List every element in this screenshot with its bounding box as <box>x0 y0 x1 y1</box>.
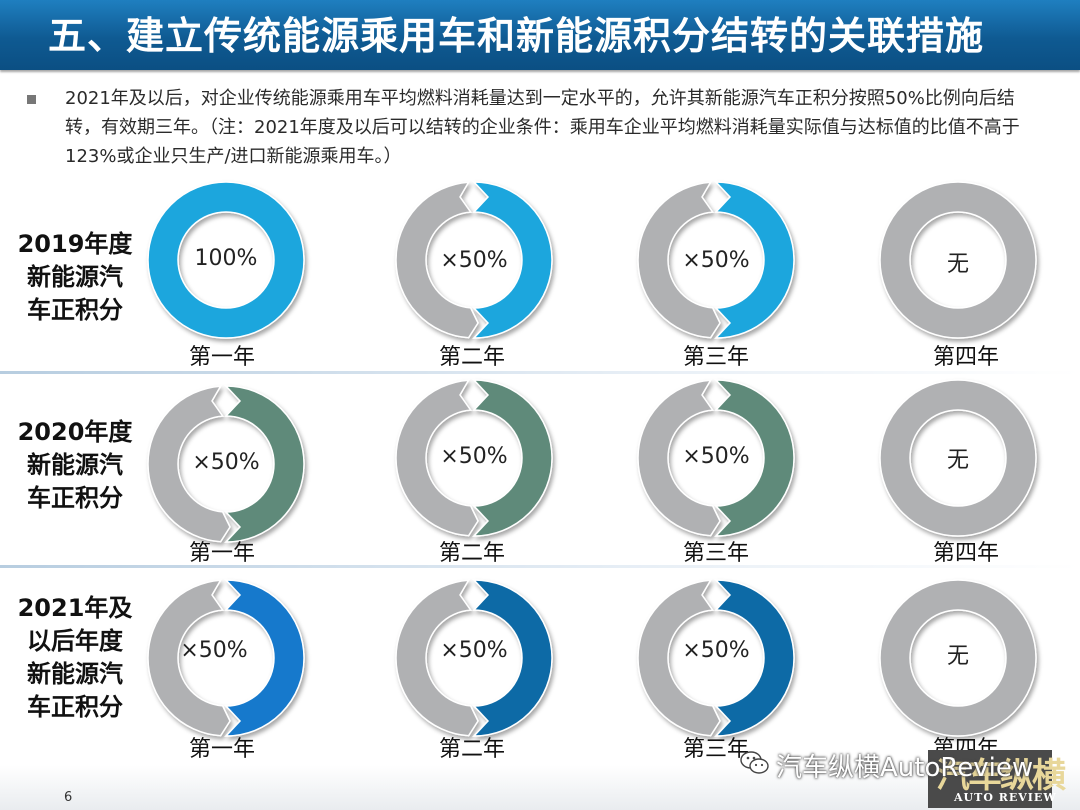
credit-arc-carried <box>714 379 795 537</box>
page-title: 五、建立传统能源乘用车和新能源积分结转的关联措施 <box>48 14 985 58</box>
year-label: 第四年 <box>932 345 999 370</box>
row-label-line: 新能源汽 <box>27 451 123 479</box>
footer-bar <box>0 765 1080 810</box>
row-label-2021: 2021年及 以后年度 新能源汽 车正积分 <box>10 592 140 724</box>
credit-ring <box>147 579 305 737</box>
year-label: 第二年 <box>438 737 505 762</box>
credit-arc-remaining <box>395 181 479 339</box>
row-label-2020: 2020年度 新能源汽 车正积分 <box>10 416 140 515</box>
credit-ring <box>395 379 553 537</box>
credit-arc-carried <box>714 181 795 339</box>
credit-ring-full <box>147 181 305 339</box>
ring-label: ×50% <box>440 638 508 663</box>
wechat-icon <box>740 751 769 774</box>
logo-text: 汽车纵横 <box>936 756 1066 796</box>
autoreview-logo <box>928 750 1052 808</box>
credit-arc-remaining <box>637 181 721 339</box>
row-label-line: 2019年度 <box>17 230 133 258</box>
logo-subtitle: AUTO REVIEW <box>954 791 1057 804</box>
credit-arc-carried <box>472 579 553 737</box>
row-label-line: 2020年度 <box>17 418 133 446</box>
ring-label: ×50% <box>682 638 750 663</box>
page-number: 6 <box>64 790 73 805</box>
credit-ring <box>147 181 305 339</box>
year-label: 第一年 <box>188 345 255 370</box>
ring-label: ×50% <box>180 638 248 663</box>
credit-arc-carried <box>224 385 305 543</box>
bullet-square-icon <box>27 95 36 104</box>
credit-arc-carried <box>472 181 553 339</box>
credit-ring <box>637 379 795 537</box>
credit-arc-remaining <box>147 579 231 737</box>
year-label: 第三年 <box>682 737 749 762</box>
note-paragraph: 2021年及以后，对企业传统能源乘用车平均燃料消耗量达到一定水平的，允许其新能源… <box>65 88 1020 167</box>
ring-label: ×50% <box>440 248 508 273</box>
row-divider <box>0 565 1080 568</box>
ring-label: 无 <box>946 448 969 473</box>
row-divider <box>0 371 1080 374</box>
credit-ring-empty <box>879 379 1037 537</box>
year-label: 第一年 <box>188 737 255 762</box>
row-label-line: 车正积分 <box>27 296 123 324</box>
credit-arc-remaining <box>637 579 721 737</box>
year-label: 第二年 <box>438 345 505 370</box>
ring-label: 无 <box>946 252 969 277</box>
credit-ring <box>637 181 795 339</box>
ring-label: ×50% <box>440 444 508 469</box>
year-label: 第二年 <box>438 541 505 566</box>
year-label: 第三年 <box>682 345 749 370</box>
ring-label: ×50% <box>192 450 260 475</box>
year-label: 第一年 <box>188 541 255 566</box>
ring-label: 无 <box>946 644 969 669</box>
year-label: 第三年 <box>682 541 749 566</box>
row-label-2019: 2019年度 新能源汽 车正积分 <box>10 228 140 327</box>
credit-arc-remaining <box>395 579 479 737</box>
credit-ring-empty <box>879 181 1037 339</box>
credit-ring <box>395 181 553 339</box>
row-label-line: 车正积分 <box>27 484 123 512</box>
row-label-line: 新能源汽 <box>27 263 123 291</box>
credit-arc-carried <box>714 579 795 737</box>
credit-ring <box>879 379 1037 537</box>
credit-arc-remaining <box>395 379 479 537</box>
row-label-line: 以后年度 <box>27 627 123 655</box>
year-label: 第四年 <box>932 541 999 566</box>
credit-arc-carried <box>224 579 305 737</box>
row-label-line: 2021年及 <box>17 594 133 622</box>
ring-label: ×50% <box>682 248 750 273</box>
ring-label: ×50% <box>682 444 750 469</box>
credit-ring-empty <box>879 579 1037 737</box>
credit-arc-remaining <box>147 385 231 543</box>
credit-ring <box>637 579 795 737</box>
row-label-line: 车正积分 <box>27 693 123 721</box>
row-label-line: 新能源汽 <box>27 660 123 688</box>
credit-arc-remaining <box>637 379 721 537</box>
credit-arc-carried <box>472 379 553 537</box>
title-bar <box>0 0 1080 70</box>
credit-ring <box>395 579 553 737</box>
credit-ring <box>879 181 1037 339</box>
watermark-text: 汽车纵横AutoReview <box>776 753 1034 783</box>
credit-ring <box>147 385 305 543</box>
credit-ring <box>879 579 1037 737</box>
ring-label: 100% <box>194 246 258 271</box>
